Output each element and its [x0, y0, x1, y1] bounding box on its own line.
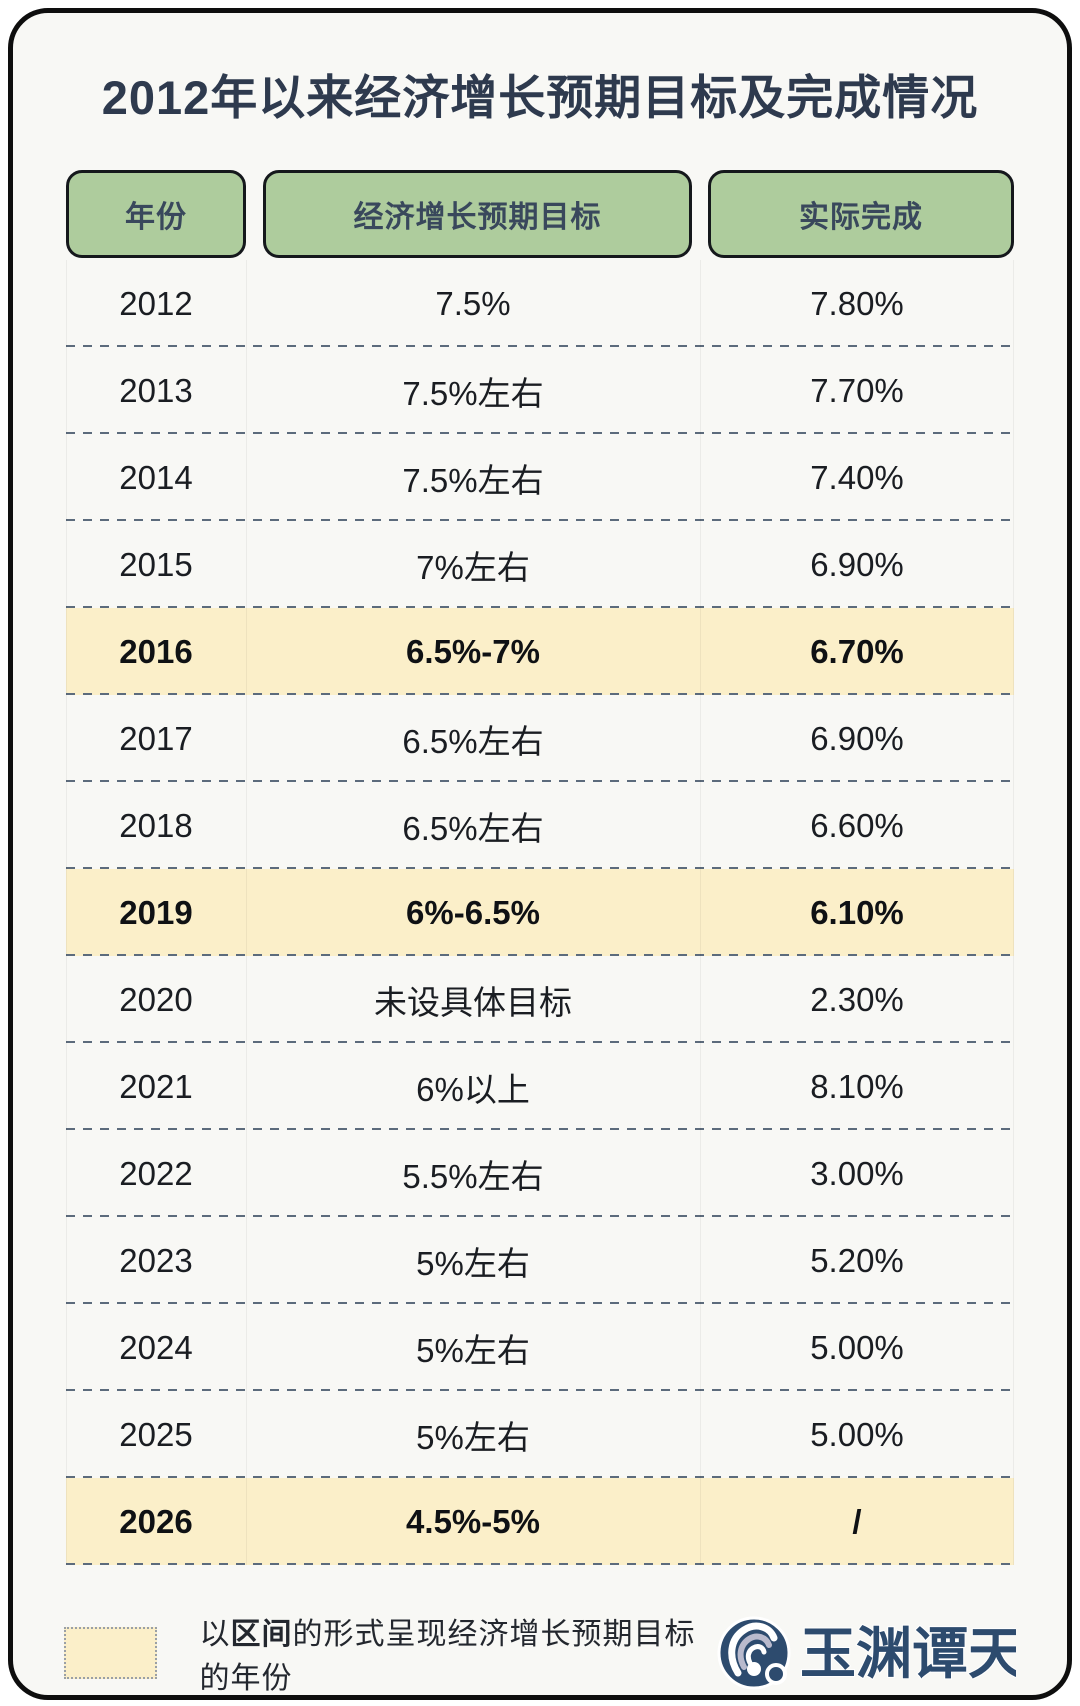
legend-text: 以区间的形式呈现经济增长预期目标的年份: [199, 1609, 716, 1695]
cell-target: 7.5%左右: [402, 461, 544, 499]
cell-year: 2018: [119, 806, 193, 844]
cell-year: 2017: [119, 719, 193, 757]
table-row: 2018 6.5%左右 6.60%: [66, 782, 1014, 869]
table-row: 2020 未设具体目标 2.30%: [66, 956, 1014, 1043]
cell-target: 7%左右: [416, 548, 530, 586]
legend-highlight-term: 区间: [230, 1618, 293, 1651]
cell-actual: 5.00%: [810, 1328, 904, 1366]
cell-actual: 6.90%: [810, 545, 904, 583]
cell-target: 5.5%左右: [402, 1157, 544, 1195]
table-row: 2024 5%左右 5.00%: [66, 1304, 1014, 1391]
table-header-row: 年份 经济增长预期目标 实际完成: [66, 170, 1014, 258]
cell-actual: 6.70%: [810, 632, 904, 670]
cell-target: 6%以上: [416, 1070, 530, 1108]
infographic-card: 2012年以来经济增长预期目标及完成情况 年份 经济增长预期目标 实际完成 20…: [8, 8, 1072, 1700]
table-row: 2014 7.5%左右 7.40%: [66, 434, 1014, 521]
cell-year: 2021: [119, 1067, 193, 1105]
cell-actual: 7.40%: [810, 458, 904, 496]
legend-swatch: [64, 1627, 158, 1679]
cell-target: 6.5%左右: [402, 722, 544, 760]
cell-year: 2014: [119, 458, 193, 496]
cell-actual: 6.10%: [810, 893, 904, 931]
legend-prefix: 以: [199, 1618, 231, 1651]
cell-year: 2026: [119, 1502, 193, 1540]
table-row: 2015 7%左右 6.90%: [66, 521, 1014, 608]
cell-year: 2020: [119, 980, 193, 1018]
cell-target: 6.5%左右: [402, 809, 544, 847]
table-row: 2023 5%左右 5.20%: [66, 1217, 1014, 1304]
cell-actual: 3.00%: [810, 1154, 904, 1192]
cell-actual: 7.80%: [810, 284, 904, 322]
cell-target: 4.5%-5%: [406, 1502, 540, 1540]
cell-target: 5%左右: [416, 1244, 530, 1282]
yuyuantantian-logo-icon: 玉渊谭天: [717, 1616, 1016, 1690]
column-header-actual: 实际完成: [708, 170, 1014, 258]
logo-wordmark: 玉渊谭天: [800, 1621, 1016, 1687]
legend-suffix: 的形式呈现经济增长预期目标的年份: [199, 1618, 696, 1695]
page-title: 2012年以来经济增长预期目标及完成情况: [101, 71, 979, 124]
yuyuantantian-logo: 玉渊谭天: [716, 1607, 1016, 1695]
cell-year: 2023: [119, 1241, 193, 1279]
table-row: 2026 4.5%-5% /: [66, 1478, 1014, 1565]
cell-target: 5%左右: [416, 1418, 530, 1456]
growth-target-table: 年份 经济增长预期目标 实际完成 2012 7.5% 7.80% 2013 7.…: [66, 170, 1014, 1565]
table-row: 2022 5.5%左右 3.00%: [66, 1130, 1014, 1217]
cell-target: 6%-6.5%: [406, 893, 540, 931]
cell-actual: 7.70%: [810, 371, 904, 409]
column-header-year: 年份: [66, 170, 246, 258]
cell-target: 6.5%-7%: [406, 632, 540, 670]
cell-target: 5%左右: [416, 1331, 530, 1369]
cell-year: 2019: [119, 893, 193, 931]
cell-year: 2015: [119, 545, 193, 583]
cell-year: 2016: [119, 632, 193, 670]
cell-target: 7.5%左右: [402, 374, 544, 412]
cell-actual: /: [852, 1502, 862, 1540]
cell-target: 7.5%: [435, 284, 511, 322]
table-row: 2025 5%左右 5.00%: [66, 1391, 1014, 1478]
cell-year: 2012: [119, 284, 193, 322]
cell-actual: 8.10%: [810, 1067, 904, 1105]
table-row: 2017 6.5%左右 6.90%: [66, 695, 1014, 782]
cell-year: 2025: [119, 1415, 193, 1453]
cell-actual: 5.20%: [810, 1241, 904, 1279]
table-row: 2012 7.5% 7.80%: [66, 260, 1014, 347]
table-row: 2013 7.5%左右 7.70%: [66, 347, 1014, 434]
cell-target: 未设具体目标: [374, 983, 572, 1021]
table-body: 2012 7.5% 7.80% 2013 7.5%左右 7.70% 2014 7…: [66, 260, 1014, 1565]
cell-actual: 6.90%: [810, 719, 904, 757]
cell-actual: 2.30%: [810, 980, 904, 1018]
table-row: 2016 6.5%-7% 6.70%: [66, 608, 1014, 695]
footer: 以区间的形式呈现经济增长预期目标的年份 玉渊谭天: [64, 1607, 1016, 1695]
cell-year: 2013: [119, 371, 193, 409]
table-row: 2019 6%-6.5% 6.10%: [66, 869, 1014, 956]
cell-actual: 5.00%: [810, 1415, 904, 1453]
table-row: 2021 6%以上 8.10%: [66, 1043, 1014, 1130]
cell-actual: 6.60%: [810, 806, 904, 844]
cell-year: 2024: [119, 1328, 193, 1366]
cell-year: 2022: [119, 1154, 193, 1192]
column-header-target: 经济增长预期目标: [263, 170, 692, 258]
